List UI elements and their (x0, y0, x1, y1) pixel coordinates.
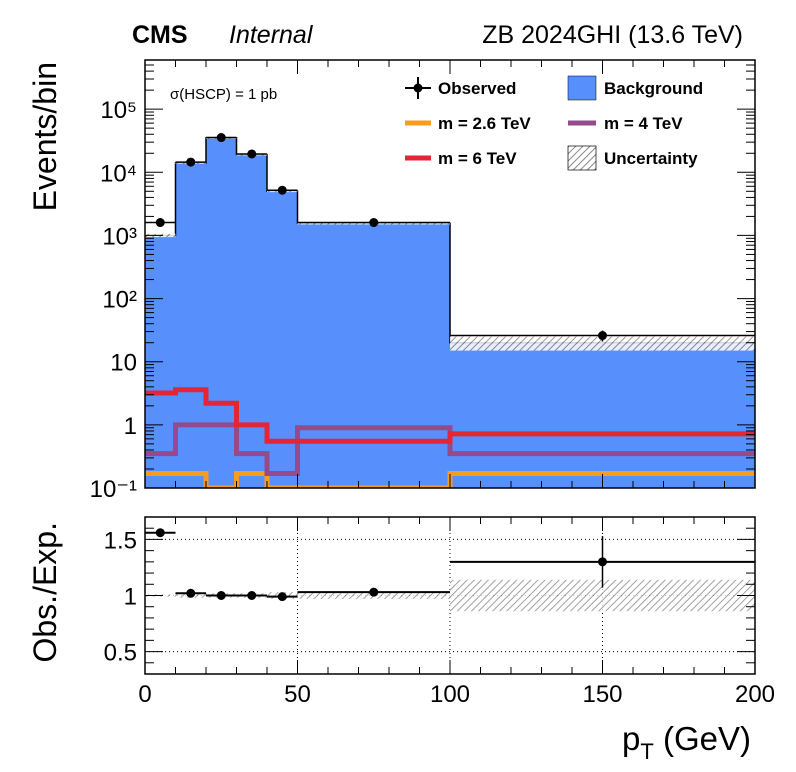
ratio-point-0 (155, 528, 165, 538)
bottom-ytick-label-0: 0.5 (104, 640, 137, 667)
bottom-ytick-label-2: 1.5 (104, 527, 137, 554)
legend-m26-label: m = 2.6 TeV (438, 114, 531, 133)
bottom-ytick-label-1: 1 (124, 584, 137, 611)
top-y-axis-label: Events/bin (27, 62, 63, 211)
observed-points (145, 133, 755, 342)
background-bar-5 (297, 223, 450, 488)
top-ytick-label-0: 10⁻¹ (90, 476, 137, 503)
dataset-label: ZB 2024GHI (13.6 TeV) (482, 21, 743, 49)
x-axis-label-main: p (622, 720, 640, 757)
top-ytick-label-1: 1 (124, 413, 137, 440)
observed-point-1 (186, 157, 196, 167)
legend-m4-label: m = 4 TeV (604, 114, 683, 133)
ratio-point-6 (598, 557, 607, 567)
bottom-axes: 0.5 1 1.5 0 50 100 150 200 (104, 516, 775, 708)
observed-point-3 (247, 149, 257, 159)
x-tick-label-2: 100 (430, 681, 470, 708)
legend-uncertainty-label: Uncertainty (604, 149, 698, 168)
legend-background-swatch (567, 75, 597, 101)
ratio-points (145, 528, 755, 602)
background-bar-2 (206, 137, 237, 488)
background-bar-6 (450, 342, 755, 488)
legend-m6-label: m = 6 TeV (438, 149, 517, 168)
uncertainty-bin-6 (450, 336, 755, 351)
top-ytick-label-5: 10⁴ (100, 160, 137, 187)
signal-line-m4 (145, 422, 755, 476)
legend: Observed Background m = 2.6 TeV m = 4 Te… (405, 75, 703, 171)
x-tick-label-4: 200 (735, 681, 775, 708)
x-axis-label-subscript: T (640, 739, 653, 764)
observed-point-2 (216, 133, 226, 143)
background-histogram (145, 137, 755, 488)
top-ytick-label-6: 10⁵ (100, 97, 137, 124)
legend-uncertainty-swatch (567, 145, 597, 171)
observed-point-5 (369, 218, 379, 228)
top-ytick-label-3: 10² (102, 287, 137, 314)
x-tick-label-3: 150 (582, 681, 622, 708)
top-ytick-label-2: 10 (110, 350, 137, 377)
x-tick-label-1: 50 (284, 681, 311, 708)
sigma-annotation: σ(HSCP) = 1 pb (170, 86, 277, 103)
ratio-point-5 (369, 587, 379, 597)
background-bar-3 (236, 154, 267, 488)
ratio-point-2 (216, 591, 226, 600)
observed-point-6 (598, 331, 607, 341)
legend-observed-label: Observed (438, 79, 516, 98)
observed-point-0 (155, 218, 165, 228)
background-bar-4 (267, 191, 298, 488)
signal-line-m6 (145, 387, 755, 444)
bottom-y-axis-label: Obs./Exp. (27, 522, 63, 663)
ratio-point-3 (247, 591, 257, 600)
x-tick-label-0: 0 (138, 681, 151, 708)
cms-label: CMS (132, 21, 188, 49)
internal-label: Internal (229, 21, 314, 49)
x-axis-label: pT (GeV) (622, 720, 751, 764)
top-axes: 10⁻¹ 1 10 10² 10³ 10⁴ 10⁵ (90, 59, 756, 503)
ratio-point-1 (186, 588, 196, 598)
background-bar-1 (175, 163, 206, 488)
legend-background-label: Background (604, 79, 703, 98)
ratio-point-4 (277, 592, 287, 602)
x-axis-label-unit: (GeV) (654, 720, 751, 757)
legend-observed-marker (413, 83, 423, 93)
top-ytick-label-4: 10³ (102, 223, 137, 250)
observed-point-4 (277, 185, 287, 195)
